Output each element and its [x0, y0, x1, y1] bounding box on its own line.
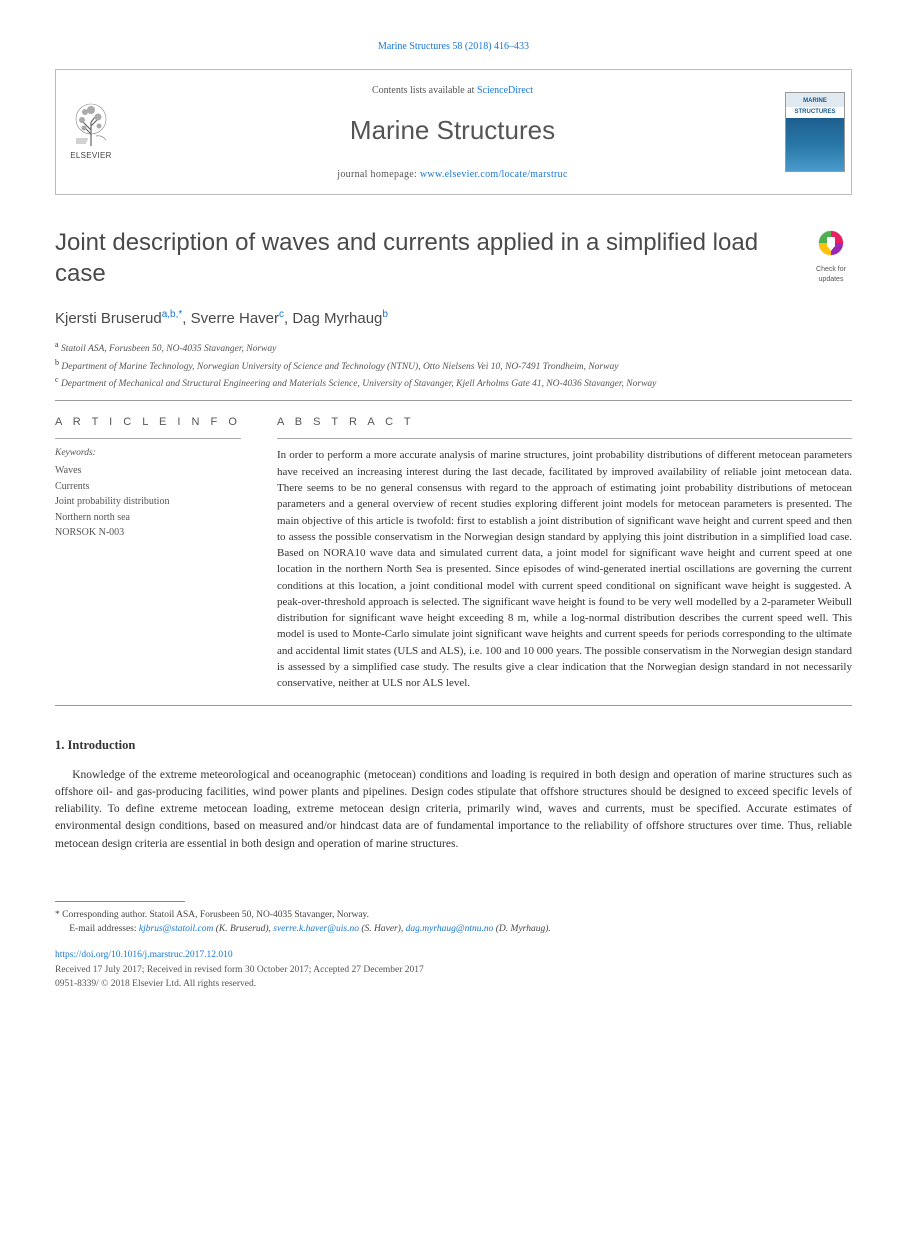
received-dates: Received 17 July 2017; Received in revis… [55, 963, 852, 977]
homepage-link[interactable]: www.elsevier.com/locate/marstruc [420, 169, 568, 180]
footnotes-block: * Corresponding author. Statoil ASA, For… [55, 908, 852, 937]
abstract-column: A B S T R A C T In order to perform a mo… [277, 415, 852, 692]
introduction-paragraph: Knowledge of the extreme meteorological … [55, 767, 852, 853]
footnote-divider [55, 901, 185, 902]
cover-text-top: MARINE [786, 97, 844, 106]
email-label: E-mail addresses: [69, 924, 139, 934]
author-mark-link[interactable]: c [279, 309, 284, 320]
email-who: (K. Bruserud) [216, 924, 269, 934]
affil-text: Statoil ASA, Forusbeen 50, NO-4035 Stava… [61, 344, 276, 354]
affil-text: Department of Marine Technology, Norwegi… [61, 362, 618, 372]
check-updates-label: Check for updates [816, 266, 846, 283]
cover-text-bottom: STRUCTURES [786, 107, 844, 118]
doi-link[interactable]: https://doi.org/10.1016/j.marstruc.2017.… [55, 950, 233, 960]
section-heading-introduction: 1. Introduction [55, 736, 852, 754]
doi-block: https://doi.org/10.1016/j.marstruc.2017.… [55, 948, 852, 991]
affil-mark: a [55, 340, 59, 349]
copyright-line: 0951-8339/ © 2018 Elsevier Ltd. All righ… [55, 977, 852, 991]
divider [55, 438, 241, 439]
author-mark-link[interactable]: b [382, 309, 388, 320]
abstract-heading: A B S T R A C T [277, 415, 852, 431]
elsevier-tree-icon [70, 102, 112, 148]
publisher-logo-block: ELSEVIER [56, 70, 126, 195]
affil-mark: b [55, 358, 59, 367]
abstract-text: In order to perform a more accurate anal… [277, 447, 852, 691]
author-1: Kjersti Bruseruda,b,* [55, 310, 182, 327]
affiliation-a: a Statoil ASA, Forusbeen 50, NO-4035 Sta… [55, 339, 852, 356]
author-name: Sverre Haver [191, 310, 279, 327]
author-2: Sverre Haverc [191, 310, 284, 327]
article-info-heading: A R T I C L E I N F O [55, 415, 241, 431]
contents-prefix: Contents lists available at [372, 85, 477, 96]
email-who: (S. Haver) [361, 924, 401, 934]
check-updates-icon [813, 227, 849, 263]
article-title: Joint description of waves and currents … [55, 227, 810, 289]
affiliation-c: c Department of Mechanical and Structura… [55, 374, 852, 391]
author-name: Dag Myrhaug [292, 310, 382, 327]
affil-text: Department of Mechanical and Structural … [61, 379, 656, 389]
affiliation-b: b Department of Marine Technology, Norwe… [55, 357, 852, 374]
keyword-item: NORSOK N-003 [55, 525, 241, 541]
sciencedirect-link[interactable]: ScienceDirect [477, 85, 533, 96]
email-line: E-mail addresses: kjbrus@statoil.com (K.… [55, 922, 852, 936]
check-updates-badge[interactable]: Check for updates [810, 227, 852, 285]
affil-mark: c [55, 375, 59, 384]
keyword-item: Northern north sea [55, 510, 241, 526]
divider [55, 400, 852, 401]
author-3: Dag Myrhaugb [292, 310, 388, 327]
homepage-prefix: journal homepage: [337, 169, 420, 180]
email-link[interactable]: kjbrus@statoil.com [139, 924, 213, 934]
citation-header: Marine Structures 58 (2018) 416–433 [55, 40, 852, 55]
keywords-list: Waves Currents Joint probability distrib… [55, 463, 241, 541]
corresponding-author-note: * Corresponding author. Statoil ASA, For… [55, 908, 852, 922]
keyword-item: Joint probability distribution [55, 494, 241, 510]
journal-name: Marine Structures [131, 112, 774, 150]
email-who: (D. Myrhaug) [496, 924, 549, 934]
keywords-label: Keywords: [55, 447, 241, 461]
publisher-name: ELSEVIER [70, 150, 112, 162]
author-name: Kjersti Bruserud [55, 310, 162, 327]
divider [277, 438, 852, 439]
journal-cover-icon: MARINE STRUCTURES [785, 92, 845, 172]
email-link[interactable]: sverre.k.haver@uis.no [273, 924, 359, 934]
author-list: Kjersti Bruseruda,b,*, Sverre Haverc, Da… [55, 308, 852, 330]
journal-cover-block: MARINE STRUCTURES [779, 70, 851, 195]
author-mark-link[interactable]: a,b,* [162, 309, 183, 320]
article-info-column: A R T I C L E I N F O Keywords: Waves Cu… [55, 415, 241, 692]
keyword-item: Currents [55, 479, 241, 495]
contents-available-line: Contents lists available at ScienceDirec… [131, 84, 774, 99]
journal-header-box: ELSEVIER Contents lists available at Sci… [55, 69, 852, 196]
divider [55, 705, 852, 706]
email-link[interactable]: dag.myrhaug@ntnu.no [406, 924, 494, 934]
affiliations-block: a Statoil ASA, Forusbeen 50, NO-4035 Sta… [55, 339, 852, 391]
journal-homepage-line: journal homepage: www.elsevier.com/locat… [131, 168, 774, 183]
keyword-item: Waves [55, 463, 241, 479]
